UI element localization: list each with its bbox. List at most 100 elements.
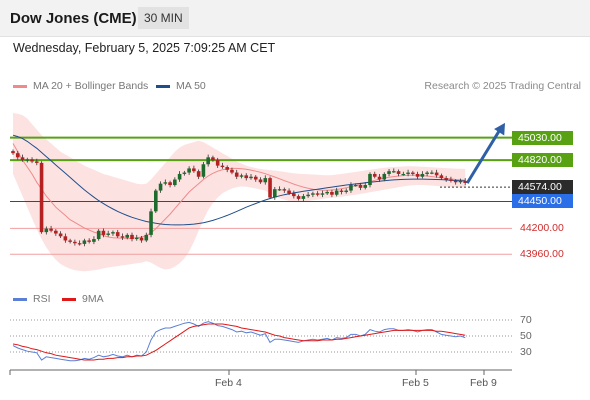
candle-body xyxy=(196,171,201,177)
candle-body xyxy=(125,234,130,238)
candle xyxy=(196,169,201,180)
candle-body xyxy=(263,178,268,183)
rsi-grid xyxy=(10,319,512,353)
candle-body xyxy=(134,237,139,240)
candle-body xyxy=(182,172,187,174)
candle xyxy=(301,193,306,202)
x-label-feb9: Feb 9 xyxy=(470,377,497,389)
candle-body xyxy=(192,168,196,172)
candle-body xyxy=(187,168,191,173)
candle-body xyxy=(73,241,77,244)
candle xyxy=(139,236,144,243)
candle-body xyxy=(101,230,106,235)
x-axis xyxy=(9,369,512,375)
candle xyxy=(92,236,96,245)
candle-body xyxy=(253,176,258,180)
candle xyxy=(273,186,277,200)
candle-body xyxy=(249,176,253,179)
candle xyxy=(258,177,263,184)
candle-body xyxy=(306,194,310,197)
candle xyxy=(68,238,72,244)
projection-arrow xyxy=(465,122,505,184)
candle xyxy=(434,169,439,178)
candle xyxy=(368,172,372,188)
candle-body xyxy=(230,169,234,173)
candle-body xyxy=(415,173,420,177)
candle-body xyxy=(363,185,368,188)
candle-body xyxy=(439,175,444,179)
candle-body xyxy=(287,190,291,194)
candle xyxy=(101,228,106,238)
candle xyxy=(430,170,434,175)
candle xyxy=(401,171,406,176)
candle-body xyxy=(315,193,320,195)
candle-body xyxy=(372,173,377,177)
candle xyxy=(253,175,258,182)
interval-button[interactable]: 30 MIN xyxy=(138,7,189,29)
level-lines xyxy=(10,136,512,255)
candle xyxy=(30,157,34,164)
candle xyxy=(320,190,325,198)
candle xyxy=(173,177,177,187)
candle-body xyxy=(411,172,415,174)
candle-body xyxy=(177,173,182,180)
rsi-lines xyxy=(12,321,466,362)
candle-body xyxy=(277,189,282,191)
candle xyxy=(458,178,463,184)
candle xyxy=(377,173,382,182)
candle-body xyxy=(225,167,229,170)
candle xyxy=(20,154,25,162)
candle xyxy=(106,230,110,237)
candle xyxy=(230,167,234,175)
candle xyxy=(406,169,410,177)
candles xyxy=(11,149,467,247)
candle-body xyxy=(334,190,339,195)
candle xyxy=(111,230,115,236)
candle xyxy=(77,240,82,246)
candle-body xyxy=(58,233,63,237)
candle xyxy=(87,238,91,244)
candle xyxy=(211,155,215,162)
candle xyxy=(82,238,87,247)
candle xyxy=(282,187,287,193)
ma20-line xyxy=(12,143,466,239)
candle-body xyxy=(87,240,91,242)
candle-body xyxy=(368,173,372,186)
candle-body xyxy=(387,171,391,174)
candle xyxy=(134,234,139,241)
rsi-tick-30: 30 xyxy=(520,346,532,358)
candle xyxy=(268,176,272,200)
candle-body xyxy=(425,172,429,174)
rsi-ma9-line xyxy=(12,323,466,361)
candle-body xyxy=(82,240,87,244)
candle-body xyxy=(30,159,34,162)
candle-body xyxy=(120,236,125,238)
projection-arrow-line xyxy=(465,127,503,184)
candle-body xyxy=(39,162,44,233)
candle-body xyxy=(211,157,215,161)
candle-body xyxy=(420,173,425,177)
candle-body xyxy=(325,191,329,194)
candle-body xyxy=(458,180,463,183)
candle-body xyxy=(392,171,396,173)
candle xyxy=(201,162,206,179)
candle xyxy=(168,180,172,188)
candle-body xyxy=(44,228,49,233)
candle-body xyxy=(258,179,263,183)
candle xyxy=(15,150,20,160)
candle-body xyxy=(15,153,20,158)
candle xyxy=(158,181,163,193)
candle xyxy=(353,183,358,187)
candle xyxy=(125,233,130,240)
candle xyxy=(96,229,101,241)
candle xyxy=(249,173,253,180)
candle-body xyxy=(239,175,244,177)
candle-body xyxy=(106,233,110,235)
support-1-label: 44200.00 xyxy=(520,222,564,234)
candle xyxy=(182,170,187,176)
candle xyxy=(44,226,49,235)
candle xyxy=(39,161,44,234)
candle-body xyxy=(220,165,225,168)
candle-body xyxy=(349,185,353,191)
